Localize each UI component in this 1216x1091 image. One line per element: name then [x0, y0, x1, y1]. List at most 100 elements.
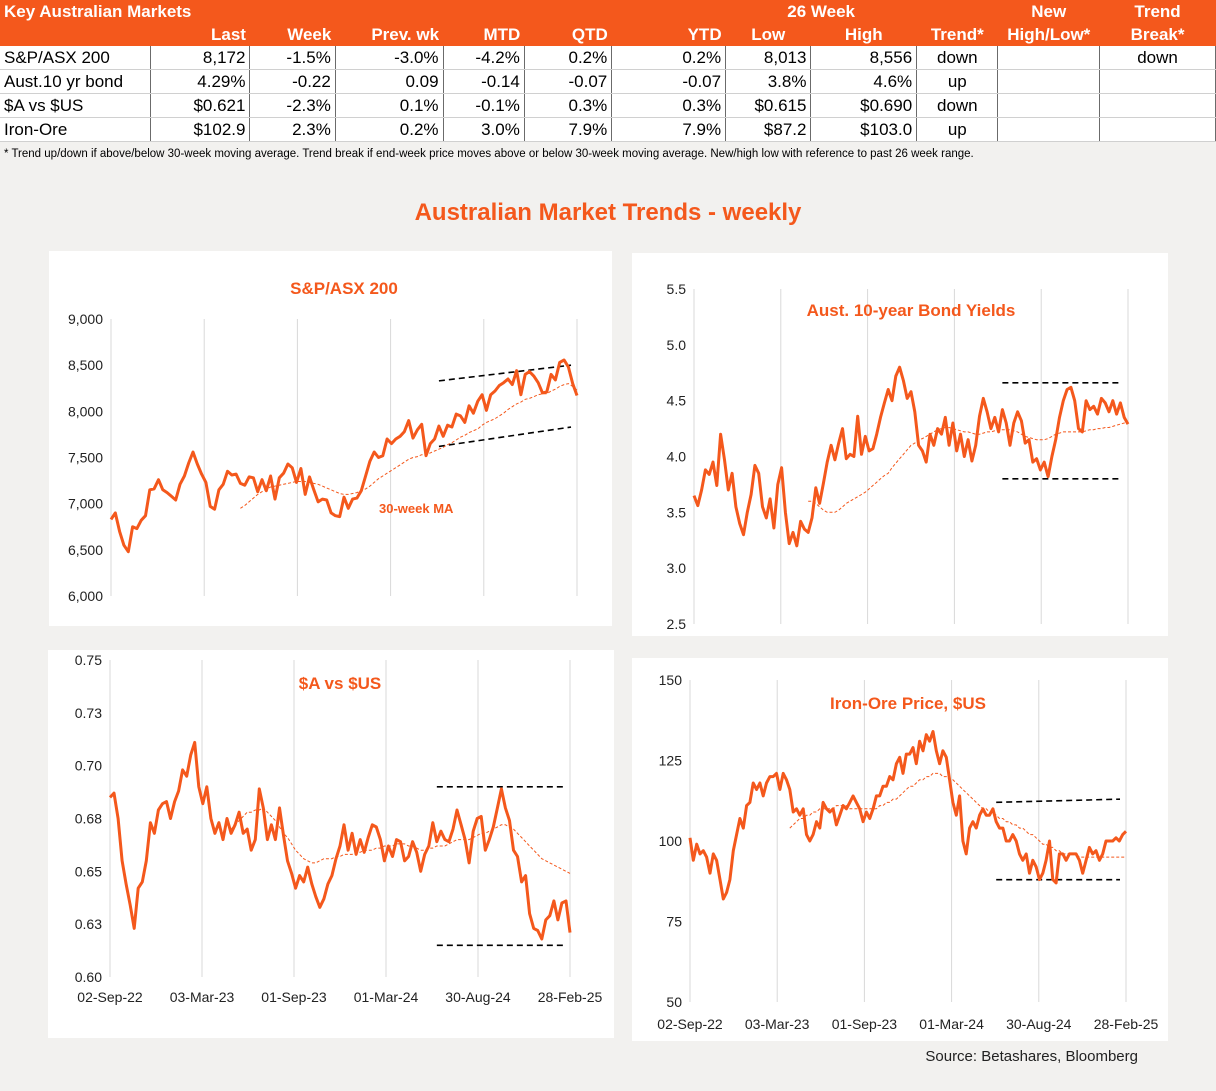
- header-low: Low: [725, 23, 811, 46]
- aud-usd-chart: 0.75 0.73 0.70 0.68 0.65 0.63 0.60 02-Sep-22 03-…: [75, 652, 603, 1005]
- blank-header: [916, 0, 998, 23]
- header-qtd: QTD: [524, 23, 612, 46]
- cell-prev: -3.0%: [335, 46, 444, 70]
- moving-average-line: [808, 422, 1128, 513]
- cell-trend-break: [1099, 69, 1216, 94]
- y-tick-label: 4.5: [667, 393, 687, 409]
- cell-trend-break: down: [1099, 46, 1216, 70]
- header-ytd: YTD: [611, 23, 726, 46]
- iron-ore-chart: 150 125 100 75 50 02-Sep-22 03-Mar-23 01-Sep-23…: [657, 672, 1158, 1032]
- table-row: S&P/ASX 200 8,172 -1.5% -3.0% -4.2% 0.2%…: [0, 46, 1216, 70]
- y-tick-label: 5.0: [667, 337, 687, 353]
- y-tick-label: 7,500: [68, 450, 103, 466]
- ma-annotation: 30-week MA: [379, 501, 454, 516]
- cell-low: 3.8%: [725, 69, 812, 94]
- price-series-line: [109, 358, 579, 554]
- header-mtd: MTD: [443, 23, 525, 46]
- cell-trend: up: [916, 69, 999, 94]
- dashboard-title: Australian Market Trends - weekly: [414, 199, 802, 226]
- moving-average-line: [789, 772, 1126, 858]
- cell-high: $103.0: [810, 117, 918, 142]
- header-trend-top: Trend: [1099, 0, 1216, 23]
- cell-qtd: 0.3%: [524, 93, 613, 118]
- y-tick-label: 7,000: [68, 496, 103, 512]
- cell-trend: down: [916, 46, 999, 70]
- y-tick-label: 8,000: [68, 403, 103, 419]
- x-tick-label: 01-Sep-23: [261, 989, 327, 1005]
- cell-new-high-low: [997, 46, 1101, 70]
- cell-mtd: 3.0%: [443, 117, 525, 142]
- y-tick-label: 9,000: [68, 311, 103, 327]
- y-tick-label: 0.65: [75, 863, 102, 879]
- y-tick-label: 8,500: [68, 357, 103, 373]
- x-tick-label: 01-Mar-24: [919, 1016, 984, 1032]
- cell-mtd: -0.1%: [443, 93, 525, 118]
- key-markets-table: Key Australian Markets 26 Week New Trend…: [0, 0, 1216, 142]
- header-break: Break*: [1099, 23, 1216, 46]
- chart-title: S&P/ASX 200: [290, 279, 398, 298]
- cell-last: 4.29%: [150, 69, 251, 94]
- cell-low: $0.615: [725, 93, 812, 118]
- asx-200-chart: 9,000 8,500 8,000 7,500 7,000 6,500 6,000 S&P/A…: [68, 279, 579, 604]
- table-title: Key Australian Markets: [0, 0, 726, 23]
- y-tick-label: 6,500: [68, 542, 103, 558]
- table-row: $A vs $US $0.621 -2.3% 0.1% -0.1% 0.3% 0…: [0, 93, 1216, 118]
- bond-yield-chart: 5.5 5.0 4.5 4.0 3.5 3.0 2.5 Aust. 10-year Bond …: [667, 281, 1130, 632]
- row-name: Aust.10 yr bond: [0, 69, 151, 94]
- row-name: Iron-Ore: [0, 117, 151, 142]
- cell-trend-break: [1099, 93, 1216, 118]
- x-tick-label: 30-Aug-24: [1006, 1016, 1072, 1032]
- price-series-line: [692, 365, 1130, 548]
- cell-prev: 0.2%: [335, 117, 444, 142]
- y-tick-label: 3.0: [667, 560, 687, 576]
- trend-band-line: [996, 798, 1121, 804]
- cell-ytd: 7.9%: [611, 117, 727, 142]
- chart-title: Aust. 10-year Bond Yields: [807, 301, 1016, 320]
- iron-ore-chart-panel: 150 125 100 75 50 02-Sep-22 03-Mar-23 01-Sep-23…: [632, 658, 1168, 1041]
- y-tick-label: 0.75: [75, 652, 102, 668]
- cell-mtd: -4.2%: [443, 46, 525, 70]
- table-footnote: * Trend up/down if above/below 30-week m…: [4, 148, 974, 160]
- bond-yield-chart-panel: 5.5 5.0 4.5 4.0 3.5 3.0 2.5 Aust. 10-year Bond …: [632, 253, 1168, 636]
- cell-qtd: 7.9%: [524, 117, 613, 142]
- header-new: New: [997, 0, 1100, 23]
- trend-band-line: [438, 426, 572, 448]
- y-tick-label: 0.63: [75, 916, 102, 932]
- header-high: High: [810, 23, 917, 46]
- source-note: Source: Betashares, Bloomberg: [925, 1048, 1138, 1065]
- cell-last: $102.9: [150, 117, 251, 142]
- group-header-26-week: 26 Week: [725, 0, 917, 23]
- header-last: Last: [150, 23, 250, 46]
- cell-trend: down: [916, 93, 999, 118]
- moving-average-line: [230, 807, 571, 874]
- y-tick-label: 6,000: [68, 588, 103, 604]
- cell-high: $0.690: [810, 93, 918, 118]
- cell-prev: 0.1%: [335, 93, 444, 118]
- x-tick-label: 02-Sep-22: [657, 1016, 723, 1032]
- cell-week: -0.22: [249, 69, 336, 94]
- y-tick-label: 5.5: [667, 281, 687, 297]
- x-tick-label: 03-Mar-23: [170, 989, 235, 1005]
- y-tick-label: 125: [659, 753, 683, 769]
- cell-mtd: -0.14: [443, 69, 525, 94]
- moving-average-line: [240, 383, 578, 509]
- chart-title: $A vs $US: [299, 674, 382, 693]
- y-tick-label: 50: [666, 994, 682, 1010]
- cell-week: -2.3%: [249, 93, 336, 118]
- cell-last: $0.621: [150, 93, 251, 118]
- cell-low: $87.2: [725, 117, 812, 142]
- y-tick-label: 0.60: [75, 969, 102, 985]
- y-tick-label: 100: [659, 833, 683, 849]
- chart-title: Iron-Ore Price, $US: [830, 694, 986, 713]
- y-tick-label: 150: [659, 672, 683, 688]
- table-row: Iron-Ore $102.9 2.3% 0.2% 3.0% 7.9% 7.9%…: [0, 117, 1216, 142]
- y-tick-label: 2.5: [667, 616, 687, 632]
- cell-qtd: 0.2%: [524, 46, 613, 70]
- cell-trend: up: [916, 117, 999, 142]
- y-tick-label: 3.5: [667, 504, 687, 520]
- cell-high: 8,556: [810, 46, 918, 70]
- row-name: $A vs $US: [0, 93, 151, 118]
- price-series-line: [688, 730, 1128, 901]
- asx-200-chart-panel: 9,000 8,500 8,000 7,500 7,000 6,500 6,000 S&P/A…: [49, 251, 612, 626]
- cell-week: 2.3%: [249, 117, 336, 142]
